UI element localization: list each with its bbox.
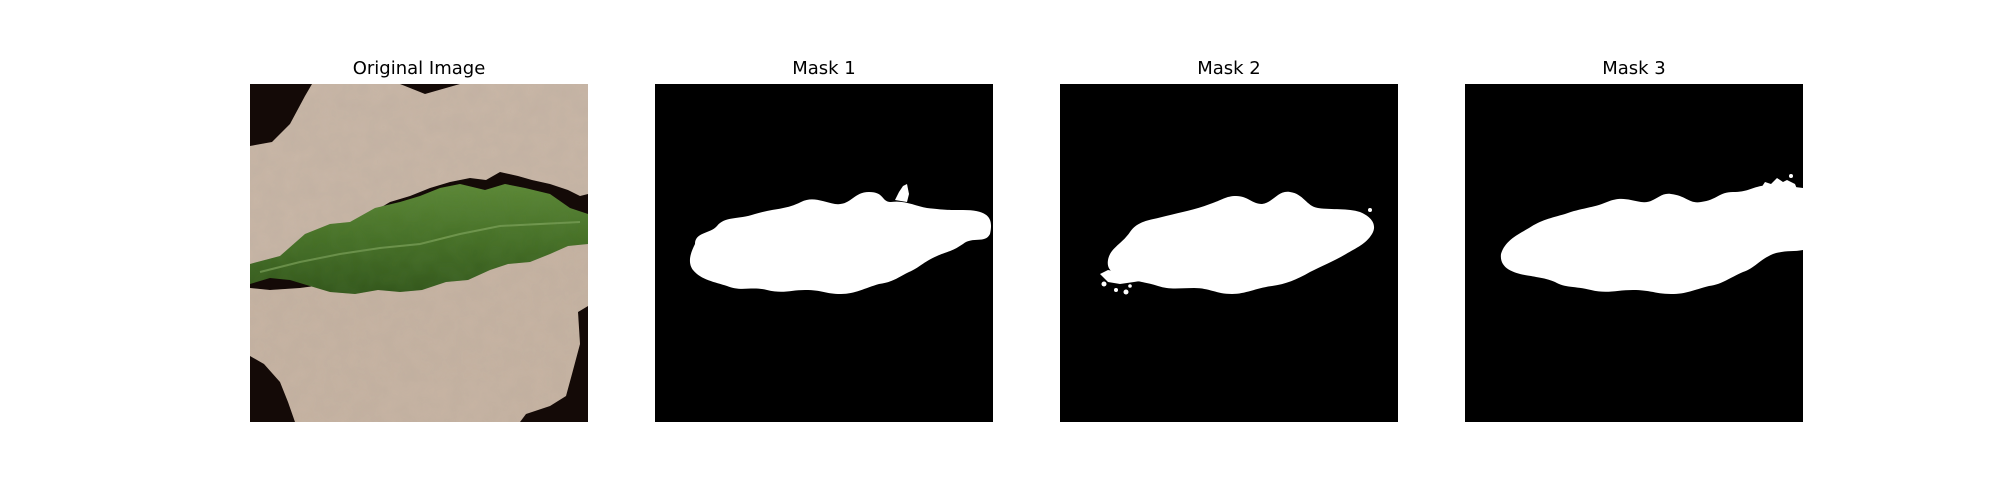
mask-speck: [1123, 289, 1129, 295]
mask-region: [1500, 184, 1803, 294]
panel-title: Mask 2: [1197, 58, 1261, 79]
mask-1-image: [655, 84, 993, 422]
panel-mask-1: Mask 1: [655, 0, 993, 500]
mask-speck: [1128, 284, 1132, 288]
mask-2-image: [1060, 84, 1398, 422]
panel-title: Mask 1: [792, 58, 856, 79]
mask-speck: [1114, 288, 1118, 292]
mask-speck: [1101, 281, 1107, 287]
panel-original-image: Original Image: [250, 0, 588, 500]
panel-mask-3: Mask 3: [1465, 0, 1803, 500]
mask-3-image: [1465, 84, 1803, 422]
mask-speck: [1753, 188, 1757, 192]
mask-speck: [1746, 191, 1752, 197]
mask-region: [1107, 191, 1375, 294]
panel-title: Mask 3: [1602, 58, 1666, 79]
panel-title: Original Image: [352, 58, 486, 79]
mask-speck: [1789, 174, 1793, 178]
mask-protrusion: [895, 184, 909, 202]
original-image: [250, 84, 588, 422]
panel-mask-2: Mask 2: [1060, 0, 1398, 500]
mask-fragments: [1761, 178, 1799, 198]
mask-region: [689, 192, 992, 294]
mask-speck: [1368, 208, 1372, 212]
mask-fringe: [1100, 270, 1164, 284]
